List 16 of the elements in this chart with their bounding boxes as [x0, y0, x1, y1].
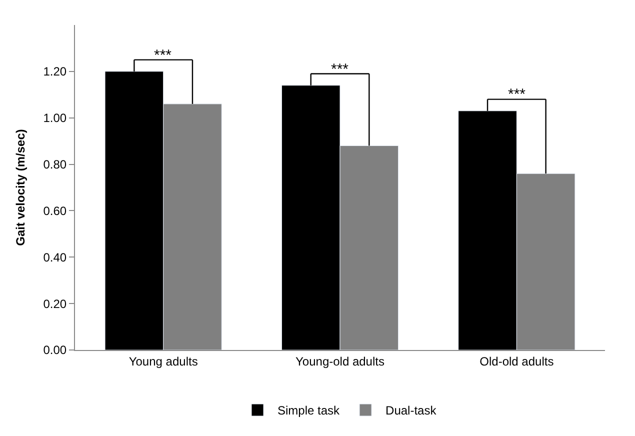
x-tick-label: Young adults — [128, 354, 198, 368]
y-tick-label: 0.60 — [43, 204, 67, 218]
y-tick-label: 0.40 — [43, 250, 67, 264]
annotation: *** — [508, 86, 526, 103]
y-axis-title: Gait velocity (m/sec) — [14, 129, 28, 246]
annotation: *** — [331, 61, 349, 78]
y-tick-label: 0.80 — [43, 157, 67, 172]
legend-label: Simple task — [278, 404, 341, 418]
x-tick-label: Young-old adults — [296, 354, 384, 368]
y-tick-label: 0.20 — [43, 296, 67, 311]
annotation: *** — [154, 47, 172, 64]
legend-label: Dual-task — [386, 404, 438, 418]
y-tick-label: 1.20 — [43, 64, 67, 79]
x-tick-label: Old-old adults — [480, 354, 554, 368]
y-tick-label: 0.00 — [43, 343, 67, 358]
y-tick-label: 1.00 — [43, 111, 67, 126]
